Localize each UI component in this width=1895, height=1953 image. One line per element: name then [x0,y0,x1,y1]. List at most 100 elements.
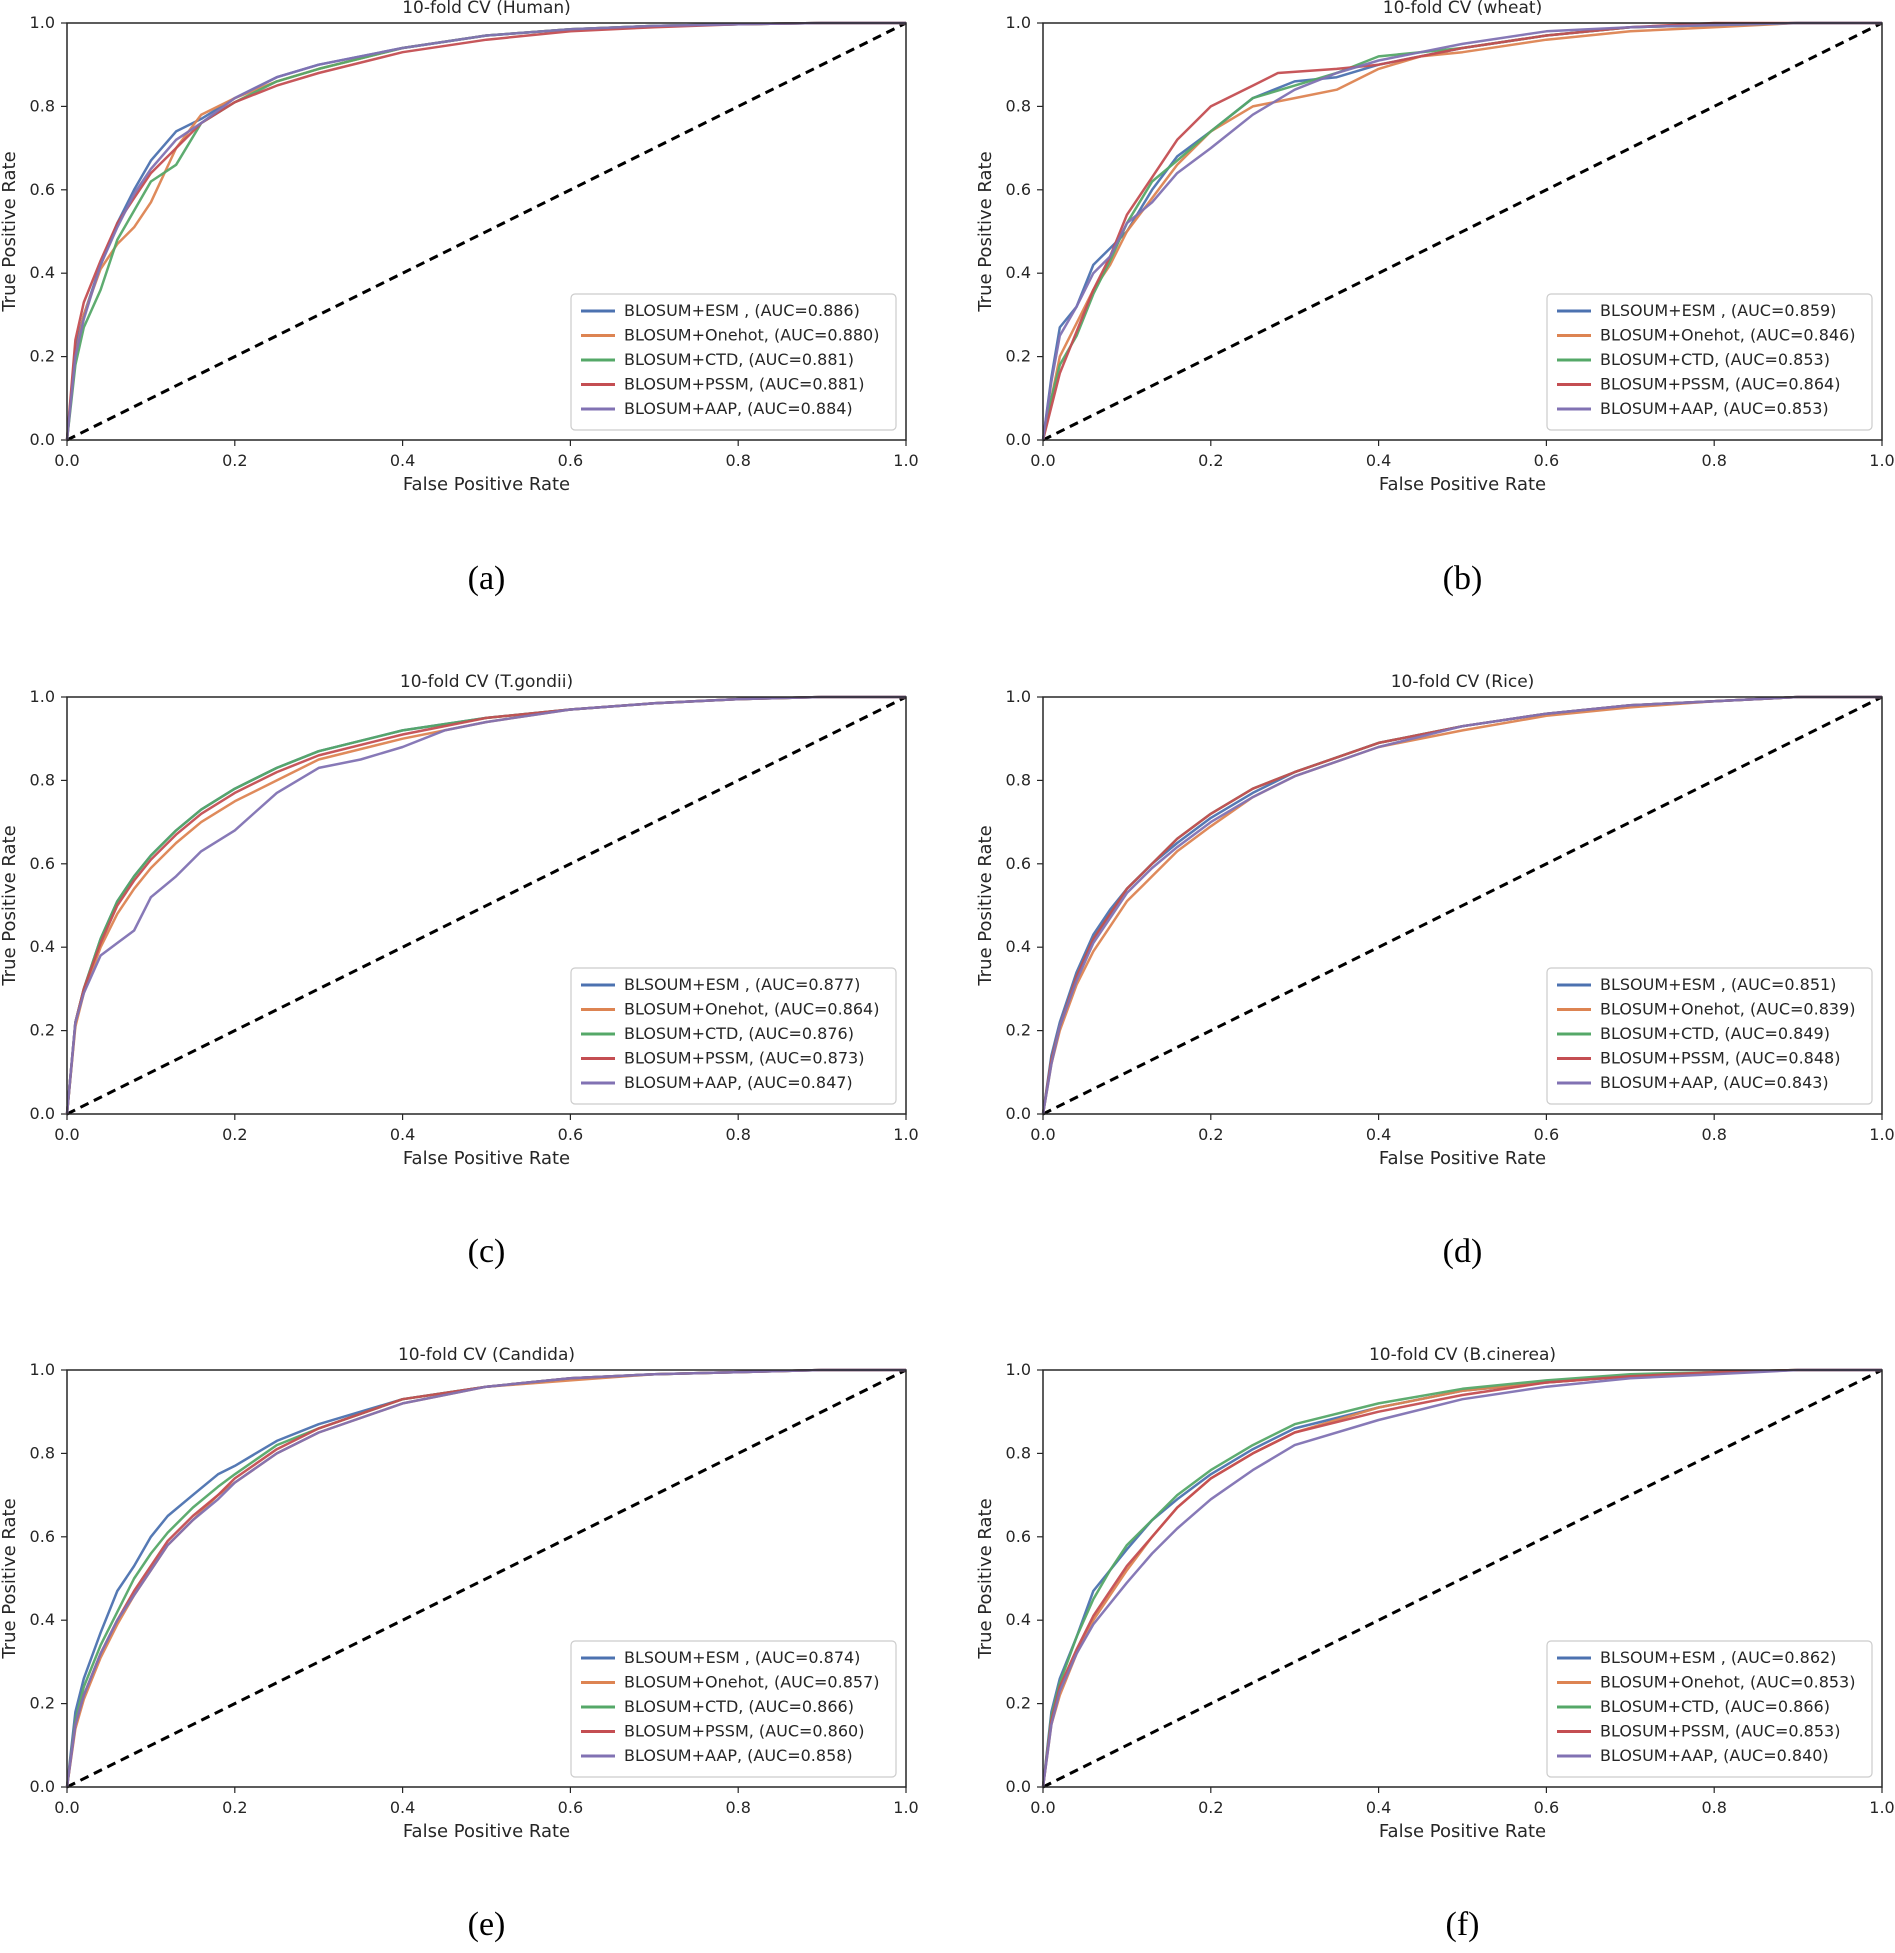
x-tick-label: 0.2 [1198,451,1223,470]
y-tick-label: 0.8 [1006,96,1031,115]
y-tick-label: 0.4 [1006,1610,1031,1629]
x-tick-label: 0.4 [1366,1798,1391,1817]
x-tick-label: 0.6 [558,1798,583,1817]
legend: BLOSUM+ESM , (AUC=0.886) BLOSUM+Onehot, (… [570,293,897,431]
x-tick-label: 0.6 [558,451,583,470]
x-tick-label: 0.2 [1198,1125,1223,1144]
y-tick-label: 1.0 [30,687,55,706]
legend-label: BLOSUM+PSSM, (AUC=0.848) [1600,1049,1840,1068]
x-tick-label: 0.4 [390,451,415,470]
x-tick-label: 0.4 [390,1125,415,1144]
y-axis-label: True Positive Rate [0,151,20,312]
roc-panel-3: 10-fold CV (T.gondii) 0.0 0.2 0.4 0.6 0.8 1.0 0… [0,672,919,1270]
legend-label: BLOSUM+Onehot, (AUC=0.864) [624,1000,879,1019]
roc-curve-series-5 [65,695,906,1115]
panel-caption: (a) [468,560,506,597]
x-tick-label: 0.4 [1366,1125,1391,1144]
y-tick-label: 0.6 [1006,180,1031,199]
roc-curve-series-5 [1041,21,1882,441]
y-tick-label: 0.6 [1006,854,1031,873]
x-axis-label: False Positive Rate [1379,1148,1546,1169]
plot-frame [1042,696,1883,1115]
x-tick-label: 0.0 [1030,451,1055,470]
legend-label: BLOSUM+PSSM, (AUC=0.864) [1600,375,1840,394]
x-tick-label: 0.6 [1534,451,1559,470]
y-tick-label: 0.8 [30,770,55,789]
legend-label: BLSOUM+ESM , (AUC=0.877) [624,975,860,994]
x-tick-label: 1.0 [1869,451,1894,470]
y-tick-label: 0.4 [30,263,55,282]
legend-label: BLOSUM+AAP, (AUC=0.853) [1600,399,1829,418]
y-tick-label: 0.8 [1006,1443,1031,1462]
x-tick-label: 0.8 [725,1798,750,1817]
y-tick-label: 1.0 [30,1360,55,1379]
y-tick-label: 0.2 [30,1694,55,1713]
plot-frame [66,22,907,441]
y-tick-label: 0.2 [1006,1694,1031,1713]
roc-curve-series-4 [65,21,906,441]
legend: BLSOUM+ESM , (AUC=0.874) BLOSUM+Onehot, (… [570,1640,897,1778]
y-tick-label: 0.0 [30,430,55,449]
chance-diagonal-line [66,695,907,1116]
legend-label: BLOSUM+CTD, (AUC=0.866) [1600,1697,1830,1716]
panel-title: 10-fold CV (Candida) [398,1345,575,1365]
roc-curve-series-5 [65,21,906,441]
x-tick-label: 0.8 [1701,1125,1726,1144]
x-axis-label: False Positive Rate [1379,1821,1546,1842]
x-tick-label: 0.2 [222,1798,247,1817]
y-tick-label: 0.0 [30,1777,55,1796]
x-axis-label: False Positive Rate [1379,474,1546,495]
x-tick-label: 0.8 [725,451,750,470]
legend-label: BLOSUM+PSSM, (AUC=0.873) [624,1049,864,1068]
legend-label: BLOSUM+CTD, (AUC=0.849) [1600,1024,1830,1043]
panel-title: 10-fold CV (wheat) [1383,0,1542,18]
panel-caption: (b) [1443,560,1483,597]
chance-diagonal-line [66,1368,907,1789]
y-tick-label: 0.0 [30,1104,55,1123]
legend-box [570,967,897,1105]
legend-label: BLOSUM+AAP, (AUC=0.884) [624,399,853,418]
y-tick-label: 0.0 [1006,1104,1031,1123]
x-tick-label: 0.6 [1534,1798,1559,1817]
x-tick-label: 0.2 [222,1125,247,1144]
x-tick-label: 0.0 [54,451,79,470]
x-tick-label: 0.0 [1030,1798,1055,1817]
legend-label: BLSOUM+ESM , (AUC=0.874) [624,1648,860,1667]
legend-label: BLSOUM+ESM , (AUC=0.862) [1600,1648,1836,1667]
y-tick-label: 0.4 [1006,937,1031,956]
chance-diagonal-line [1042,1368,1883,1789]
y-tick-label: 0.4 [30,937,55,956]
legend-label: BLOSUM+AAP, (AUC=0.858) [624,1746,853,1765]
legend-label: BLOSUM+CTD, (AUC=0.866) [624,1697,854,1716]
y-tick-label: 0.0 [1006,430,1031,449]
y-tick-label: 0.6 [1006,1527,1031,1546]
x-tick-label: 0.4 [1366,451,1391,470]
y-tick-label: 0.6 [30,854,55,873]
x-tick-label: 1.0 [1869,1798,1894,1817]
roc-panel-2: 10-fold CV (wheat) 0.0 0.2 0.4 0.6 0.8 1.0 0.0 0… [975,0,1895,597]
y-tick-label: 1.0 [1006,687,1031,706]
plot-frame [1042,1369,1883,1788]
legend: BLSOUM+ESM , (AUC=0.877) BLOSUM+Onehot, (… [570,967,897,1105]
legend-label: BLOSUM+AAP, (AUC=0.843) [1600,1073,1829,1092]
x-tick-label: 0.0 [1030,1125,1055,1144]
panel-title: 10-fold CV (Human) [402,0,571,18]
x-tick-label: 1.0 [893,451,918,470]
roc-curve-series-4 [1041,1368,1882,1788]
roc-panel-6: 10-fold CV (B.cinerea) 0.0 0.2 0.4 0.6 0.8 1.0… [975,1345,1895,1943]
y-tick-label: 0.2 [30,347,55,366]
legend-box [1546,967,1873,1105]
legend-label: BLOSUM+ESM , (AUC=0.886) [624,301,860,320]
y-axis-label: True Positive Rate [0,1498,20,1659]
roc-curve-series-2 [1041,21,1882,441]
y-tick-label: 1.0 [1006,1360,1031,1379]
chance-diagonal-line [66,21,907,442]
x-tick-label: 0.6 [1534,1125,1559,1144]
roc-curve-series-3 [1041,1368,1882,1788]
roc-curve-series-2 [1041,695,1882,1115]
y-tick-label: 1.0 [30,13,55,32]
y-tick-label: 0.6 [30,180,55,199]
roc-curve-series-5 [1041,695,1882,1115]
legend-label: BLOSUM+AAP, (AUC=0.840) [1600,1746,1829,1765]
y-tick-label: 0.8 [1006,770,1031,789]
